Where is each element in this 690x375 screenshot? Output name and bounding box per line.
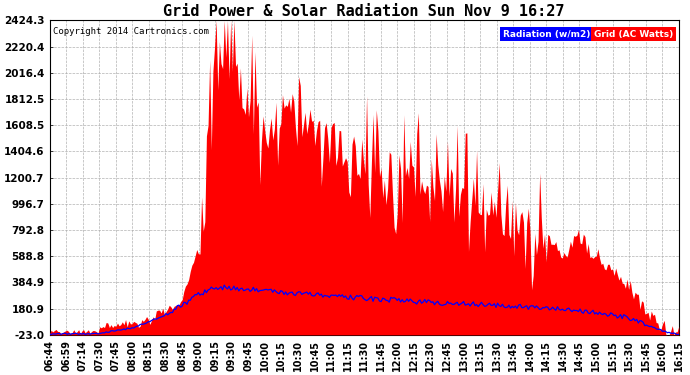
Text: Grid (AC Watts): Grid (AC Watts) [594, 30, 673, 39]
Text: Radiation (w/m2): Radiation (w/m2) [502, 30, 590, 39]
Title: Grid Power & Solar Radiation Sun Nov 9 16:27: Grid Power & Solar Radiation Sun Nov 9 1… [164, 4, 565, 19]
Text: Copyright 2014 Cartronics.com: Copyright 2014 Cartronics.com [52, 27, 208, 36]
